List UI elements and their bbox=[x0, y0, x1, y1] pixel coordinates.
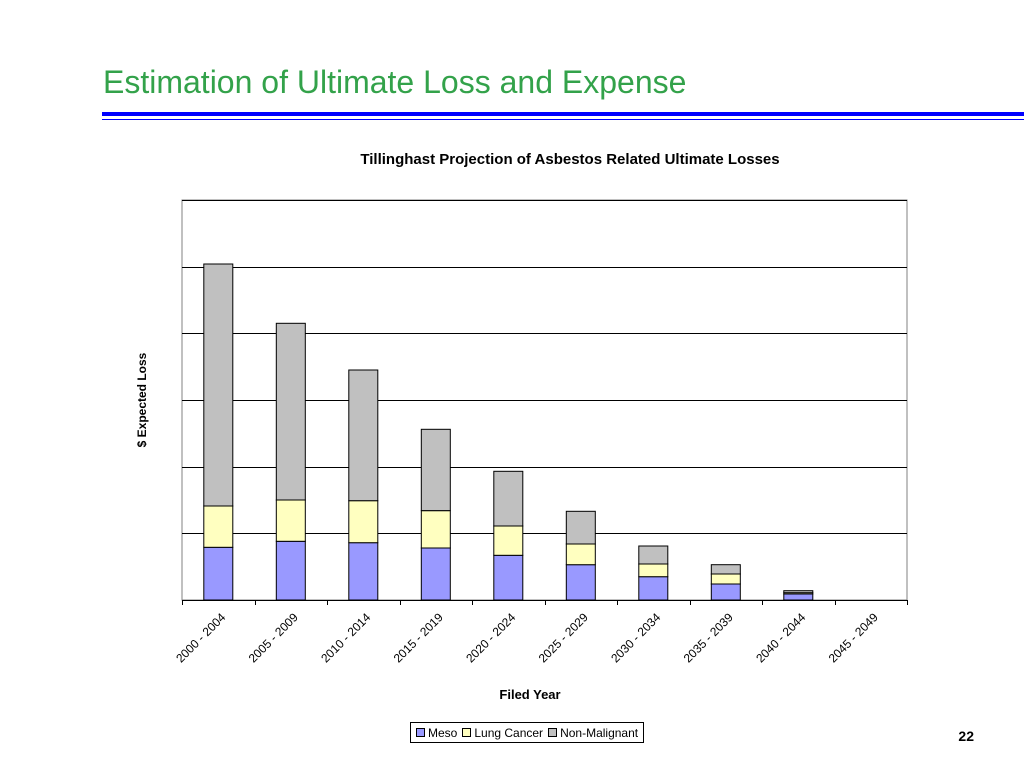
tick-label-layer: 2000 - 2004 2005 - 2009 2010 - 2014 2015 - … bbox=[173, 610, 881, 665]
legend-item-lung-cancer: Lung Cancer bbox=[462, 726, 543, 740]
x-tick-label-3: 2015 - 2019 bbox=[391, 610, 446, 665]
x-tick-label-7: 2035 - 2039 bbox=[681, 610, 736, 665]
bar-lung-cancer-3 bbox=[420, 510, 451, 549]
bar-lung-cancer-5 bbox=[565, 543, 596, 566]
legend-swatch-non-malignant bbox=[548, 728, 558, 737]
axis-layer bbox=[182, 600, 908, 605]
slide-title: Estimation of Ultimate Loss and Expense bbox=[103, 64, 687, 100]
legend-item-non-malignant: Non-Malignant bbox=[548, 726, 638, 740]
bar-meso-2 bbox=[348, 542, 379, 601]
x-tick-label-4: 2020 - 2024 bbox=[463, 610, 518, 665]
x-axis-label: Filed Year bbox=[499, 687, 561, 702]
x-tick-label-0: 2000 - 2004 bbox=[173, 610, 228, 665]
bar-non-malignant-4 bbox=[493, 470, 524, 527]
title-rule-thick bbox=[102, 112, 1024, 116]
bar-lung-cancer-0 bbox=[203, 505, 234, 548]
bar-non-malignant-0 bbox=[203, 263, 234, 507]
legend-item-meso: Meso bbox=[416, 726, 457, 740]
bar-non-malignant-5 bbox=[565, 510, 596, 545]
legend-label-meso: Meso bbox=[428, 725, 458, 740]
x-tick-label-5: 2025 - 2029 bbox=[536, 610, 591, 665]
bar-meso-5 bbox=[565, 564, 596, 601]
bars-layer bbox=[203, 263, 814, 601]
legend-label-lung-cancer: Lung Cancer bbox=[474, 725, 544, 740]
bar-non-malignant-3 bbox=[420, 428, 451, 512]
bar-meso-4 bbox=[493, 554, 524, 601]
legend-swatch-lung-cancer bbox=[462, 728, 472, 737]
bar-lung-cancer-1 bbox=[275, 499, 306, 542]
legend-label-non-malignant: Non-Malignant bbox=[560, 725, 639, 740]
bar-non-malignant-1 bbox=[275, 322, 306, 501]
chart-title: Tillinghast Projection of Asbestos Relat… bbox=[360, 151, 780, 168]
bar-meso-8 bbox=[783, 593, 814, 601]
x-tick-label-2: 2010 - 2014 bbox=[318, 610, 373, 665]
y-axis-label: $ Expected Loss bbox=[135, 352, 149, 448]
bar-lung-cancer-2 bbox=[348, 500, 379, 544]
bar-meso-0 bbox=[203, 546, 234, 601]
bar-meso-1 bbox=[275, 540, 306, 601]
x-tick-label-1: 2005 - 2009 bbox=[246, 610, 301, 665]
bar-meso-6 bbox=[638, 576, 669, 601]
legend-swatch-meso bbox=[416, 728, 425, 737]
bar-lung-cancer-7 bbox=[710, 573, 741, 585]
bar-meso-3 bbox=[420, 547, 451, 601]
x-tick-label-6: 2030 - 2034 bbox=[608, 610, 663, 665]
x-tick-label-9: 2045 - 2049 bbox=[826, 610, 881, 665]
page-number: 22 bbox=[958, 728, 974, 744]
bar-lung-cancer-6 bbox=[638, 563, 669, 578]
legend: Meso Lung Cancer Non-Malignant bbox=[410, 722, 645, 743]
bar-lung-cancer-4 bbox=[493, 525, 524, 556]
bar-non-malignant-6 bbox=[638, 545, 669, 565]
title-rule-thin bbox=[102, 119, 1024, 120]
x-tick-label-8: 2040 - 2044 bbox=[753, 610, 808, 665]
bar-non-malignant-8 bbox=[783, 590, 814, 594]
bar-non-malignant-7 bbox=[710, 564, 741, 575]
bar-meso-7 bbox=[710, 583, 741, 601]
bar-non-malignant-2 bbox=[348, 369, 379, 502]
